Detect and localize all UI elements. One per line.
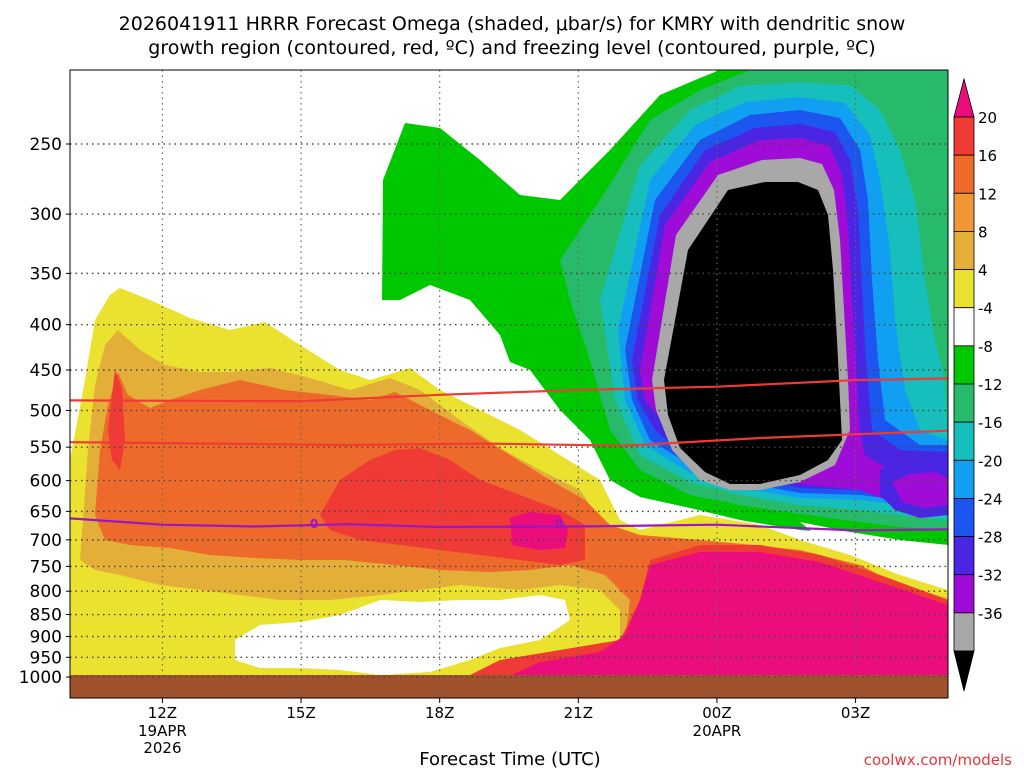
- y-tick-label-350: 350: [30, 264, 62, 284]
- y-tick-label-1000: 1000: [19, 668, 62, 688]
- colorbar-segment-6: [953, 345, 975, 385]
- plot-frame: [69, 69, 949, 699]
- colorbar-segment-7: [953, 383, 975, 423]
- x-axis-label: Forecast Time (UTC): [419, 749, 600, 768]
- contour-line-1: [70, 429, 948, 447]
- colorbar-top-arrow: [953, 77, 975, 118]
- colorbar: 20 16 12 8 4 -4 -8 -12 -16 -20 -24 -28 -32 -36: [953, 77, 1003, 692]
- x-tick-label-15Z: 15Z: [286, 704, 315, 722]
- omega-band-plus-20-low: [500, 552, 948, 698]
- colorbar-label-13: -36: [978, 605, 1003, 623]
- colorbar-segment-0: [953, 116, 975, 156]
- chart-title-line1: 2026041911 HRRR Forecast Omega (shaded, …: [119, 13, 906, 35]
- omega-band-plus-16: [108, 370, 125, 470]
- x-tick-label-18Z: 18Z: [425, 704, 454, 722]
- colorbar-label-3: 8: [978, 223, 988, 241]
- y-tick-label-400: 400: [30, 316, 62, 336]
- y-tick-label-900: 900: [30, 627, 62, 647]
- y-tick-label-750: 750: [30, 557, 62, 577]
- omega-band-plus-20-mid: [510, 512, 568, 550]
- credit-text: coolwx.com/models: [864, 751, 1012, 768]
- colorbar-segment-4: [953, 269, 975, 309]
- colorbar-label-12: -32: [978, 567, 1003, 585]
- omega-white-lower-right: [800, 522, 948, 562]
- colorbar-segment-2: [953, 192, 975, 232]
- y-tick-label-650: 650: [30, 502, 62, 522]
- contour-line-0: [70, 377, 948, 403]
- chart-title-line2: growth region (contoured, red, ºC) and f…: [148, 37, 875, 59]
- colorbar-segment-8: [953, 421, 975, 461]
- colorbar-segment-11: [953, 536, 975, 576]
- freezing-level-label-2: 0: [555, 517, 563, 531]
- omega-white-gap-lower: [235, 595, 570, 675]
- x-tick-date-12Z: 19APR: [138, 722, 187, 740]
- omega-shading: [70, 70, 948, 698]
- colorbar-label-1: 16: [978, 147, 997, 165]
- y-tick-label-250: 250: [30, 135, 62, 155]
- y-tick-label-300: 300: [30, 205, 62, 225]
- colorbar-label-7: -12: [978, 376, 1003, 394]
- contour-lines: [70, 377, 948, 532]
- colorbar-label-2: 12: [978, 185, 997, 203]
- y-tick-label-550: 550: [30, 438, 62, 458]
- colorbar-label-8: -16: [978, 414, 1003, 432]
- colorbar-label-4: 4: [978, 262, 988, 280]
- colorbar-label-0: 20: [978, 109, 997, 127]
- y-tick-label-600: 600: [30, 472, 62, 492]
- grid-lines: [70, 70, 948, 698]
- y-tick-label-800: 800: [30, 582, 62, 602]
- colorbar-segment-12: [953, 574, 975, 614]
- colorbar-label-5: -4: [978, 300, 993, 318]
- colorbar-bottom-arrow: [953, 650, 975, 692]
- y-tick-label-700: 700: [30, 531, 62, 551]
- ground-layer: [70, 675, 948, 698]
- colorbar-label-9: -20: [978, 452, 1003, 470]
- colorbar-segment-9: [953, 459, 975, 499]
- y-axis-ticks: 2503003504004505005506006507007508008509…: [19, 135, 70, 688]
- y-tick-label-500: 500: [30, 402, 62, 422]
- y-tick-label-950: 950: [30, 648, 62, 668]
- x-tick-label-21Z: 21Z: [564, 704, 593, 722]
- contour-line-2: [70, 517, 948, 532]
- x-tick-label-03Z: 03Z: [841, 704, 870, 722]
- colorbar-segment-1: [953, 154, 975, 194]
- x-tick-date-00Z: 20APR: [693, 722, 742, 740]
- y-tick-label-850: 850: [30, 606, 62, 626]
- y-tick-label-450: 450: [30, 361, 62, 381]
- colorbar-label-11: -28: [978, 529, 1003, 547]
- colorbar-segment-3: [953, 231, 975, 270]
- x-tick-label-00Z: 00Z: [702, 704, 731, 722]
- freezing-level-label-1: 0: [310, 517, 318, 531]
- colorbar-segment-10: [953, 498, 975, 537]
- x-tick-year-12Z: 2026: [143, 739, 181, 757]
- omega-band-minus-36: [664, 182, 842, 484]
- colorbar-label-6: -8: [978, 338, 993, 356]
- colorbar-segment-13: [953, 612, 975, 652]
- x-tick-label-12Z: 12Z: [148, 704, 177, 722]
- colorbar-label-10: -24: [978, 490, 1003, 508]
- colorbar-segment-5: [953, 307, 975, 347]
